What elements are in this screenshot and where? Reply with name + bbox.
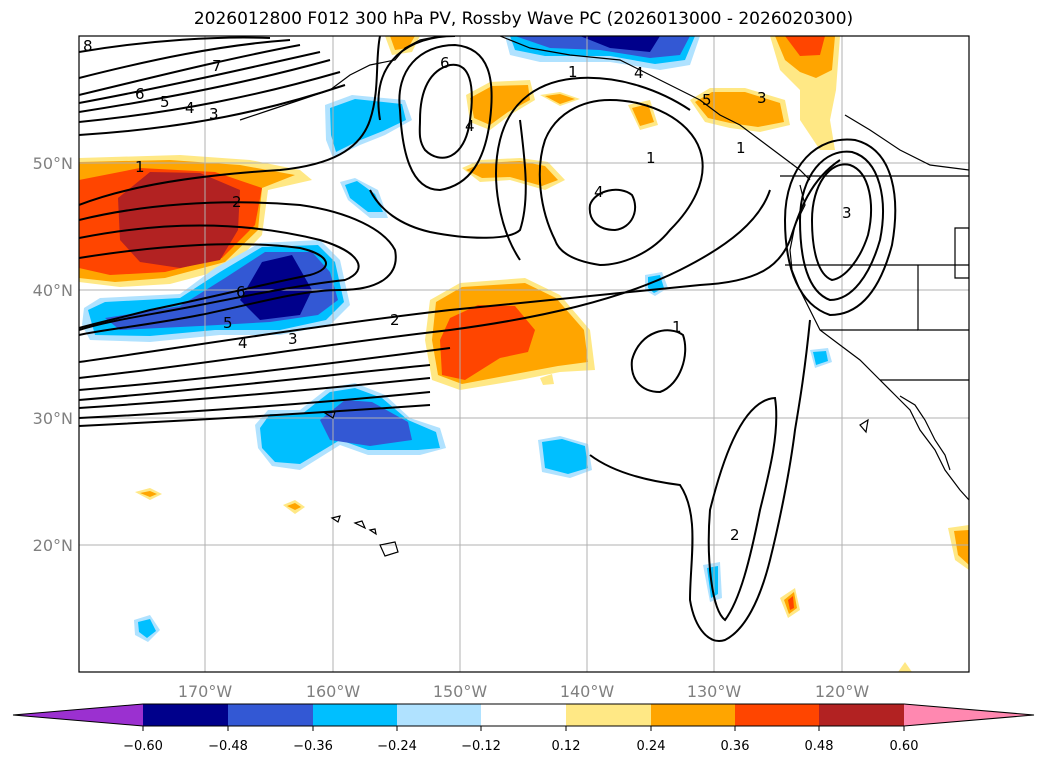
colorbar-segment [735, 704, 819, 726]
colorbar-extend-high [904, 704, 1034, 726]
colorbar-segment [313, 704, 397, 726]
lat-label: 40°N [33, 281, 73, 300]
colorbar-tick-label: −0.48 [208, 739, 248, 754]
lon-label: 120°W [815, 682, 870, 701]
colorbar-segment [228, 704, 313, 726]
lon-label: 140°W [560, 682, 615, 701]
contour-label: 1 [736, 139, 746, 157]
colorbar-tick-label: 0.12 [552, 739, 581, 754]
contour-label: 2 [232, 193, 242, 211]
contour-label: 1 [135, 158, 145, 176]
positive-anomaly-northeast [690, 36, 840, 150]
colorbar-tick-label: −0.12 [461, 739, 501, 754]
lat-label: 30°N [33, 409, 73, 428]
lat-label: 50°N [33, 154, 73, 173]
contour-label: 3 [842, 204, 852, 222]
contour-label: 6 [236, 283, 246, 301]
colorbar-tick-label: 0.60 [890, 739, 919, 754]
contour-label: 2 [390, 311, 400, 329]
contour-label: 6 [135, 85, 145, 103]
contour-label: 4 [185, 99, 195, 117]
contour-label: 4 [634, 64, 644, 82]
colorbar: −0.60 −0.48 −0.36 −0.24 −0.12 0.12 0.24 … [12, 703, 1035, 754]
contour-label: 1 [568, 63, 578, 81]
positive-anomaly-central [425, 278, 595, 390]
shaded-anomaly-layer [79, 36, 969, 672]
contour-label: 1 [672, 318, 682, 336]
colorbar-segment [397, 704, 481, 726]
contour-label: 1 [646, 149, 656, 167]
colorbar-tick-label: 0.36 [721, 739, 750, 754]
colorbar-segment [651, 704, 735, 726]
contour-label: 4 [594, 183, 604, 201]
colorbar-segment [481, 704, 566, 726]
contour-labels: 8 7 6 5 4 3 1 2 6 5 4 3 2 6 4 1 4 4 1 1 … [83, 37, 852, 544]
map-title: 2026012800 F012 300 hPa PV, Rossby Wave … [193, 9, 854, 29]
contour-label: 4 [465, 117, 475, 135]
negative-anomaly-subtropics [255, 383, 592, 478]
lat-label: 20°N [33, 536, 73, 555]
contour-label: 5 [223, 314, 233, 332]
colorbar-segment [819, 704, 904, 726]
colorbar-tick-label: −0.36 [293, 739, 333, 754]
contour-label: 7 [212, 57, 222, 75]
contour-label: 6 [440, 54, 450, 72]
contour-label: 4 [238, 334, 248, 352]
contour-label: 5 [160, 93, 170, 111]
contour-label: 2 [730, 526, 740, 544]
colorbar-tick-label: 0.24 [637, 739, 666, 754]
colorbar-tick-label: −0.24 [377, 739, 417, 754]
contour-label: 3 [288, 330, 298, 348]
colorbar-tick-label: −0.60 [123, 739, 163, 754]
colorbar-tick-label: 0.48 [805, 739, 834, 754]
contour-label: 3 [209, 105, 219, 123]
contour-label: 3 [757, 89, 767, 107]
contour-label: 5 [702, 91, 712, 109]
lon-label: 170°W [178, 682, 233, 701]
colorbar-extend-low [13, 704, 143, 726]
lon-label: 150°W [433, 682, 488, 701]
longitude-labels: 170°W 160°W 150°W 140°W 130°W 120°W [178, 682, 870, 701]
colorbar-segment [143, 704, 228, 726]
lon-label: 160°W [306, 682, 361, 701]
colorbar-segment [566, 704, 651, 726]
map-frame [78, 35, 970, 673]
lon-label: 130°W [687, 682, 742, 701]
latitude-labels: 50°N 40°N 30°N 20°N [33, 154, 73, 555]
contour-label: 8 [83, 37, 93, 55]
pv-contours [79, 36, 897, 642]
